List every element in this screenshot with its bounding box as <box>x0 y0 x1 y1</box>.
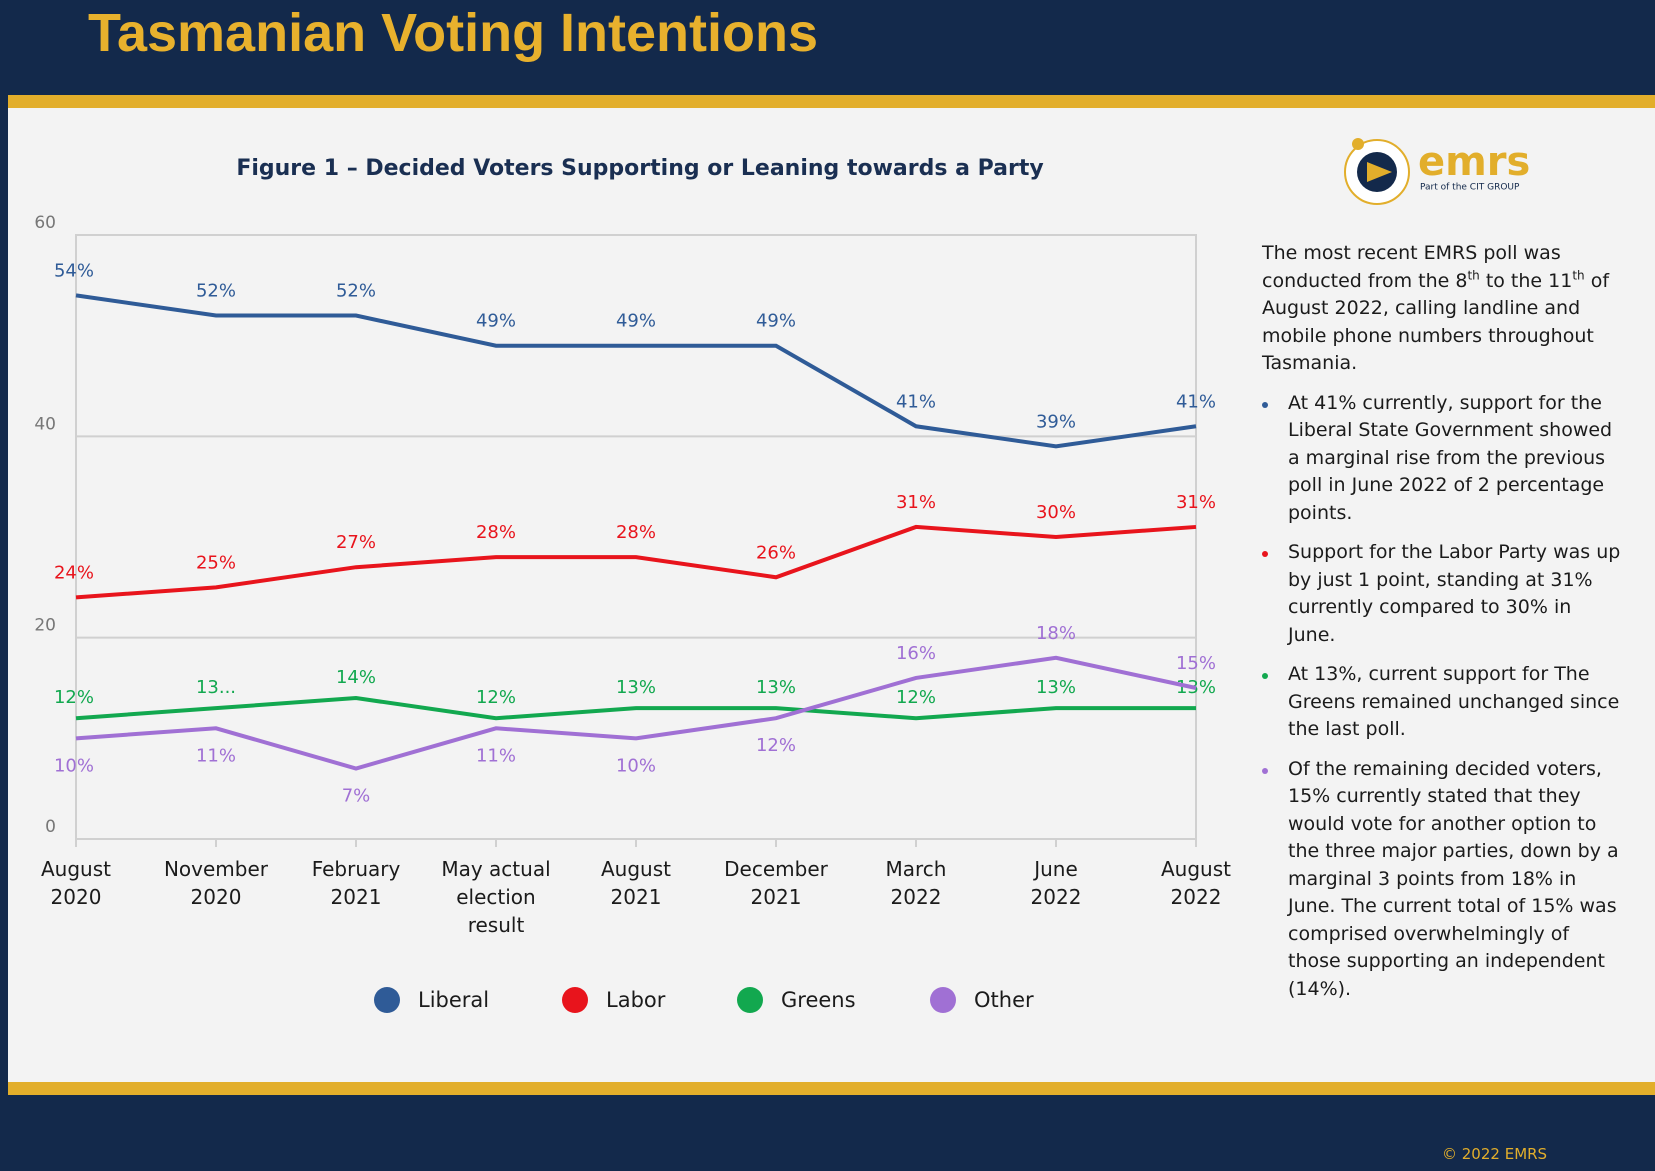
data-label: 49% <box>756 311 796 332</box>
series-line <box>75 524 1197 600</box>
data-label: 10% <box>616 755 656 776</box>
bullet-dot <box>1262 551 1268 557</box>
x-tick-label: November 2020 <box>164 857 269 909</box>
x-tick-label: August 2020 <box>41 857 111 909</box>
data-label: 13% <box>1036 677 1076 698</box>
data-label: 24% <box>54 562 94 583</box>
data-label: 54% <box>54 260 94 281</box>
bullet-dot <box>1262 767 1268 774</box>
y-tick-label: 60 <box>34 213 56 233</box>
superscript: th <box>1467 268 1480 283</box>
bullet: At 13%, current support for The Greens r… <box>1262 661 1622 744</box>
bullet: At 41% currently, support for the Libera… <box>1262 390 1622 528</box>
legend-label: Other <box>974 988 1034 1012</box>
data-label: 27% <box>336 532 376 553</box>
data-label: 12% <box>756 735 796 756</box>
data-label: 12% <box>896 687 936 708</box>
data-label: 30% <box>1036 502 1076 523</box>
data-label: 18% <box>1036 623 1076 644</box>
data-label: 13% <box>756 677 796 698</box>
logo-arrow <box>1367 162 1392 182</box>
data-label: 49% <box>616 311 656 332</box>
data-label: 14% <box>336 667 376 688</box>
gold-bar <box>8 1082 1655 1095</box>
data-label: 25% <box>196 552 236 573</box>
text-panel: The most recent EMRS poll was conducted … <box>1262 240 1622 1015</box>
data-label: 41% <box>1176 391 1216 412</box>
intro-text: to the 11 <box>1479 269 1573 292</box>
data-label: 41% <box>896 391 936 412</box>
bullet-dot <box>1262 673 1268 679</box>
logo-name: emrs <box>1418 139 1530 185</box>
x-tick-label: March 2022 <box>886 857 947 909</box>
data-label: 52% <box>336 281 376 302</box>
data-label: 7% <box>342 786 371 807</box>
content <box>8 108 1655 1082</box>
legend-swatch <box>737 987 763 1013</box>
legend-label: Greens <box>781 988 856 1012</box>
x-tick-label: June 2022 <box>1031 857 1082 909</box>
y-tick-label: 40 <box>34 414 56 434</box>
series-line <box>75 293 1197 449</box>
bullet-text: At 13%, current support for The Greens r… <box>1288 663 1620 740</box>
data-label: 12% <box>476 687 516 708</box>
bullet: Support for the Labor Party was up by ju… <box>1262 539 1622 649</box>
chart-title: Figure 1 – Decided Voters Supporting or … <box>236 156 1043 181</box>
data-label: 26% <box>756 542 796 563</box>
y-tick-label: 0 <box>45 817 56 837</box>
legend-swatch <box>374 987 400 1013</box>
superscript: th <box>1572 268 1585 283</box>
intro: The most recent EMRS poll was conducted … <box>1262 240 1622 378</box>
data-label: 52% <box>196 281 236 302</box>
gold-bar <box>8 95 1655 108</box>
bullet-dot <box>1262 401 1268 408</box>
x-tick-label: August 2021 <box>601 857 671 909</box>
bullet-text: Of the remaining decided voters, 15% cur… <box>1288 757 1619 1000</box>
data-label: 39% <box>1036 411 1076 432</box>
logo-dot <box>1352 138 1364 150</box>
data-label: 13% <box>616 677 656 698</box>
data-label: 10% <box>54 755 94 776</box>
data-label: 28% <box>616 522 656 543</box>
x-tick-label: August 2022 <box>1161 857 1231 909</box>
bullet-text: At 41% currently, support for the Libera… <box>1288 391 1613 524</box>
legend-swatch <box>562 987 588 1013</box>
data-label: 13... <box>196 677 236 698</box>
data-label: 11% <box>196 745 236 766</box>
intro-text: The most recent EMRS poll was conducted … <box>1262 242 1561 292</box>
x-tick-label: February 2021 <box>312 857 401 909</box>
series-line <box>75 696 1196 721</box>
logo-tagline: Part of the CIT GROUP <box>1420 183 1520 193</box>
data-label: 12% <box>54 687 94 708</box>
x-tick-label: December 2021 <box>724 857 828 909</box>
page-title: Tasmanian Voting Intentions <box>88 3 819 63</box>
legend-label: Labor <box>606 988 666 1012</box>
bullet: Of the remaining decided voters, 15% cur… <box>1262 756 1622 1004</box>
data-label: 16% <box>896 643 936 664</box>
data-label: 28% <box>476 522 516 543</box>
y-tick-label: 20 <box>34 616 56 636</box>
data-label: 11% <box>476 745 516 766</box>
data-label: 31% <box>1176 492 1216 513</box>
bullet-text: Support for the Labor Party was up by ju… <box>1288 541 1621 646</box>
data-label: 31% <box>896 492 936 513</box>
x-tick-label: May actual election result <box>441 857 550 937</box>
intro-text: of August 2022, calling landline and mob… <box>1262 269 1610 375</box>
series-line <box>75 655 1197 771</box>
legend-swatch <box>930 987 956 1013</box>
data-label: 49% <box>476 311 516 332</box>
legend-label: Liberal <box>418 988 489 1012</box>
data-label: 15% <box>1176 653 1216 674</box>
copyright: © 2022 EMRS <box>1442 1145 1548 1163</box>
